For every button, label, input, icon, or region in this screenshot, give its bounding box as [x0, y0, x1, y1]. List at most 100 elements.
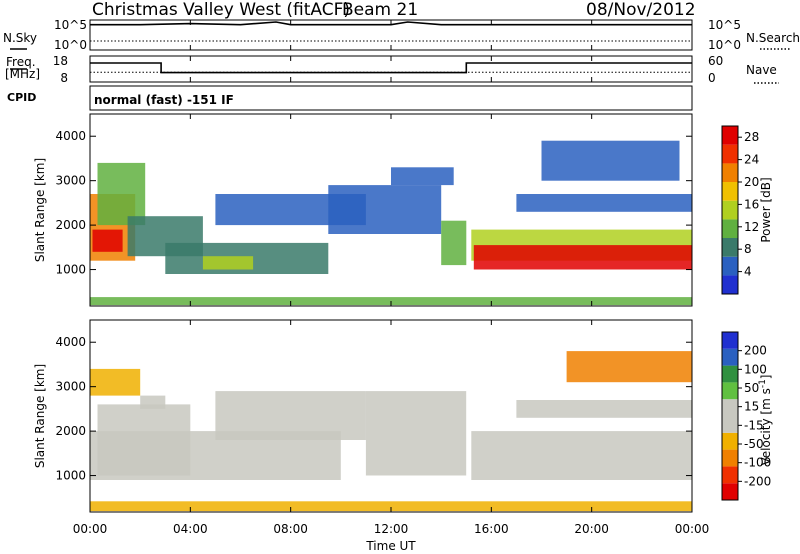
- velocity-data-regions: [90, 351, 692, 512]
- y-tick-label: 1000: [55, 263, 86, 277]
- beam-label: Beam 21: [342, 0, 418, 20]
- colorbar-segment: [722, 275, 738, 294]
- colorbar-tick-label: 28: [744, 130, 759, 144]
- data-region: [97, 162, 146, 226]
- colorbar-tick-label: 15: [744, 400, 759, 414]
- colorbar-tick-label: 50: [744, 381, 759, 395]
- velocity-panel: 1000 2000 3000 4000 Slant Range [km] 200 100…: [33, 319, 773, 513]
- data-region: [365, 391, 467, 476]
- velocity-y-ticks: 1000 2000 3000 4000: [55, 335, 692, 483]
- data-region: [391, 167, 454, 186]
- freq-series-line: [90, 62, 692, 74]
- colorbar-frame: [721, 331, 739, 501]
- y-tick-label: 2000: [55, 218, 86, 232]
- freq-unit-label: [MHz]: [5, 67, 40, 81]
- power-y-axis-label: Slant Range [km]: [33, 158, 47, 262]
- colorbar-segment: [722, 332, 738, 349]
- x-tick-label: 12:00: [374, 522, 409, 536]
- time-x-ticks: 00:00 04:00 08:00 12:00 16:00 20:00 00:00: [73, 20, 710, 536]
- y-tick-label: 3000: [55, 174, 86, 188]
- colorbar-tick-label: 200: [744, 344, 767, 358]
- data-region: [97, 404, 191, 476]
- data-region: [90, 501, 692, 512]
- nsky-tick-top-left: 10^5: [54, 18, 87, 32]
- colorbar-segment: [722, 483, 738, 500]
- colorbar-segment: [722, 466, 738, 484]
- cpid-panel-frame: [89, 85, 693, 111]
- data-region: [140, 395, 166, 409]
- colorbar-tick-label: 16: [744, 197, 759, 211]
- y-tick-label: 3000: [55, 380, 86, 394]
- data-region: [516, 400, 692, 418]
- velocity-colorbar: 200 100 50 15 -15 -50 -100 -200: [721, 331, 771, 501]
- colorbar-segment: [722, 432, 738, 450]
- data-region: [441, 220, 467, 266]
- colorbar-tick-label: -50: [744, 437, 764, 451]
- x-axis-label: Time UT: [365, 539, 416, 553]
- nsky-series-line: [90, 21, 692, 26]
- y-tick-label: 4000: [55, 335, 86, 349]
- colorbar-frame: [721, 125, 739, 295]
- nsearch-label: N.Search: [746, 31, 800, 45]
- x-tick-label: 16:00: [474, 522, 509, 536]
- colorbar-segment: [722, 219, 738, 238]
- data-region: [90, 368, 141, 396]
- data-region: [471, 431, 692, 480]
- power-colorbar-label: Power [dB]: [759, 177, 773, 242]
- colorbar-segment: [722, 256, 738, 276]
- figure-title: Christmas Valley West (fitACF): [92, 0, 350, 20]
- power-y-ticks: 1000 2000 3000 4000: [55, 129, 692, 277]
- nsky-label: N.Sky: [3, 31, 37, 45]
- colorbar-segment: [722, 348, 738, 366]
- colorbar-segment: [722, 238, 738, 257]
- velocity-colorbar-label: Velocity [m s-1]: [758, 375, 773, 466]
- nsky-tick-bottom-right: 10^0: [708, 38, 741, 52]
- colorbar-segment: [722, 382, 738, 400]
- nave-tick-top: 60: [708, 54, 723, 68]
- colorbar-tick-label: 100: [744, 362, 767, 376]
- velocity-y-axis-label: Slant Range [km]: [33, 364, 47, 468]
- y-tick-label: 4000: [55, 129, 86, 143]
- cpid-mode-text: normal (fast) -151 IF: [94, 93, 234, 107]
- data-region: [202, 256, 254, 270]
- data-region: [516, 194, 692, 212]
- colorbar-segment: [722, 416, 738, 433]
- y-tick-label: 2000: [55, 424, 86, 438]
- colorbar-tick-label: 24: [744, 153, 759, 167]
- freq-tick-top: 18: [53, 54, 68, 68]
- colorbar-tick-label: -15: [744, 418, 764, 432]
- data-region: [92, 229, 123, 252]
- data-region: [566, 351, 692, 383]
- freq-tick-bottom: 8: [60, 71, 68, 85]
- colorbar-segment: [722, 200, 738, 220]
- x-tick-label: 04:00: [173, 522, 208, 536]
- colorbar-segment: [722, 399, 738, 416]
- x-tick-label: 00:00: [675, 522, 710, 536]
- x-tick-label: 08:00: [273, 522, 308, 536]
- nave-tick-bottom: 0: [708, 71, 716, 85]
- data-region: [541, 140, 680, 181]
- nave-label: Nave: [746, 63, 777, 77]
- y-tick-label: 1000: [55, 469, 86, 483]
- cpid-label: CPID: [7, 91, 36, 104]
- colorbar-tick-label: -200: [744, 474, 771, 488]
- colorbar-tick-label: 4: [744, 265, 752, 279]
- colorbar-segment: [722, 365, 738, 383]
- colorbar-segment: [722, 182, 738, 201]
- colorbar-tick-label: 8: [744, 242, 752, 256]
- freq-label: Freq.: [6, 55, 36, 69]
- colorbar-segment: [722, 144, 738, 164]
- colorbar-segment: [722, 449, 738, 467]
- data-region: [215, 391, 366, 440]
- colorbar-tick-label: -100: [744, 456, 771, 470]
- colorbar-segment: [722, 126, 738, 145]
- data-region: [328, 185, 442, 234]
- colorbar-tick-label: 20: [744, 175, 759, 189]
- colorbar-tick-label: 12: [744, 220, 759, 234]
- colorbar-segment: [722, 163, 738, 182]
- nsky-tick-top-right: 10^5: [708, 18, 741, 32]
- x-tick-label: 20:00: [574, 522, 609, 536]
- nsky-tick-bottom-left: 10^0: [54, 38, 87, 52]
- data-region: [473, 245, 692, 270]
